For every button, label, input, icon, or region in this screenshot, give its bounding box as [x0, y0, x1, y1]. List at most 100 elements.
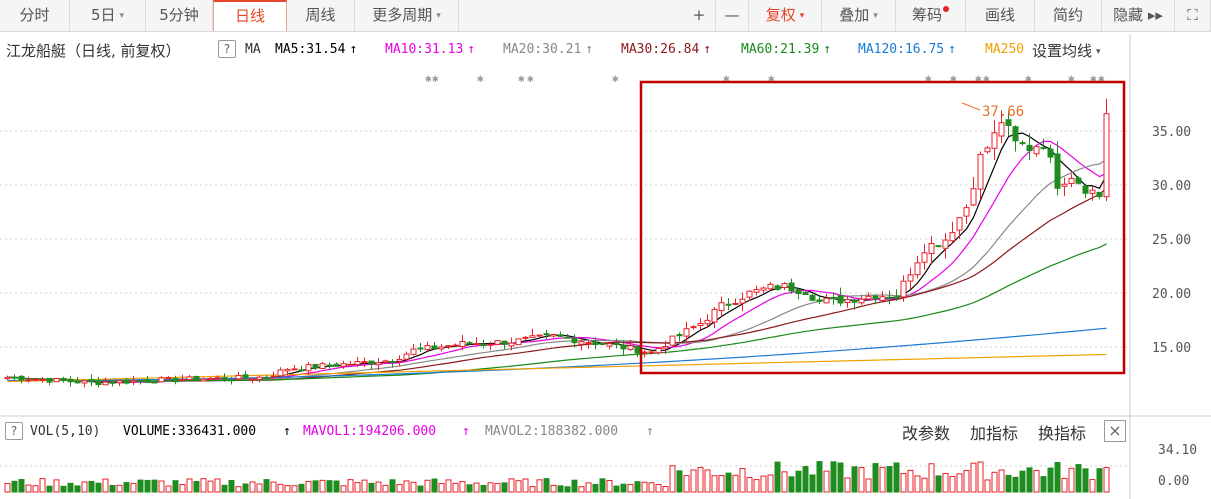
volume-bar-up [914, 475, 921, 493]
arrow-up-icon: ↑ [646, 424, 654, 439]
volume-bar-down [816, 461, 823, 493]
candle-up [459, 341, 466, 347]
event-marker-icon: ✱ [1098, 72, 1105, 85]
event-marker-icon: ✱ [425, 72, 432, 85]
candle-down [1026, 144, 1033, 152]
price-tick-label: 20.00 [1152, 287, 1191, 302]
volume-bar-up [249, 481, 256, 493]
overlay-button[interactable]: 叠加 ▾ [822, 0, 896, 31]
volume-bar-down [109, 484, 116, 493]
event-marker-icon: ✱ [925, 72, 932, 85]
candle-down [893, 296, 900, 299]
switch-indicator-button[interactable]: 换指标 [1038, 424, 1087, 443]
candle-up [354, 361, 361, 366]
volume-bar-up [256, 483, 263, 493]
volume-bar-down [1005, 474, 1012, 493]
draw-line-button[interactable]: 画线 [966, 0, 1035, 31]
ma-item: MA20:30.21 ↑ [503, 42, 593, 57]
volume-bar-up [81, 481, 88, 493]
toolbar: 分时 5日 ▾ 5分钟 日线 周线 更多周期 ▾ + — 复权 ▾ 叠加 ▾ 筹码 画线 简约 隐藏 ▸▸ ⛶ [0, 0, 1211, 32]
change-params-button[interactable]: 改参数 [902, 424, 951, 443]
five-day-button[interactable]: 5日 ▾ [70, 0, 146, 31]
candle-up [977, 153, 984, 190]
candle-up [130, 380, 137, 383]
zoom-out-button[interactable]: — [716, 0, 749, 31]
volume-bar-up [305, 480, 312, 493]
volume-bar-up [956, 473, 963, 493]
candle-up [32, 378, 39, 381]
event-marker-icon: ✱ [612, 72, 619, 85]
adjust-rights-button[interactable]: 复权 ▾ [749, 0, 822, 31]
time-share-button[interactable]: 分时 [0, 0, 70, 31]
more-periods-button[interactable]: 更多周期 ▾ [355, 0, 459, 31]
candle-up [424, 344, 431, 350]
volume-bar-down [592, 483, 599, 493]
mavol1-value: MAVOL1:194206.000 [303, 424, 437, 439]
volume-bar-down [893, 462, 900, 493]
zoom-in-button[interactable]: + [683, 0, 716, 31]
candle-up [1089, 189, 1096, 194]
chevron-down-icon: ▾ [799, 11, 805, 21]
volume-bar-down [872, 463, 879, 493]
candle-down [312, 363, 319, 369]
candle-down [431, 345, 438, 350]
candle-down [1082, 185, 1089, 194]
candle-up [627, 345, 634, 350]
volume-bar-down [298, 483, 305, 493]
candle-up [844, 299, 851, 304]
event-marker-icon: ✱ [527, 72, 534, 85]
candle-up [200, 378, 207, 382]
volume-bar-up [858, 466, 865, 493]
volume-bar-down [480, 484, 487, 493]
add-indicator-button[interactable]: 加指标 [970, 424, 1019, 443]
volume-bar-up [718, 474, 725, 493]
event-marker-icon: ✱ [768, 72, 775, 85]
close-icon[interactable]: × [1104, 420, 1126, 442]
help-icon[interactable]: ? [218, 40, 236, 58]
volume-bar-up [522, 478, 529, 493]
event-marker-icon: ✱ [477, 72, 484, 85]
candle-up [928, 242, 935, 254]
five-minute-button[interactable]: 5分钟 [146, 0, 213, 31]
candle-up [697, 322, 704, 327]
price-tick-label: 15.00 [1152, 341, 1191, 356]
ma60-line [7, 243, 1107, 382]
volume-bar-down [123, 482, 130, 493]
volume-bar-down [144, 479, 151, 493]
time-share-label: 分时 [19, 6, 50, 24]
candle-up [781, 283, 788, 289]
hide-panel-button[interactable]: 隐藏 ▸▸ [1102, 0, 1175, 31]
volume-bar-up [781, 471, 788, 493]
volume-bar-up [1061, 477, 1068, 493]
volume-bar-up [207, 480, 214, 493]
candle-up [361, 361, 368, 364]
set-ma-button[interactable]: 设置均线 ▾ [1030, 40, 1101, 61]
candle-down [1096, 191, 1103, 198]
volume-bar-down [1019, 470, 1026, 493]
ma5-line [7, 132, 1108, 384]
volume-bar-up [158, 480, 165, 493]
volume-bar-down [788, 476, 795, 493]
chips-button[interactable]: 筹码 [896, 0, 966, 31]
adjust-rights-label: 复权 [765, 6, 796, 24]
volume-bar-up [767, 474, 774, 493]
candle-up [1068, 177, 1075, 184]
simple-mode-button[interactable]: 简约 [1035, 0, 1102, 31]
candle-up [375, 362, 382, 366]
candle-up [963, 207, 970, 217]
alert-dot-icon [943, 6, 949, 12]
volume-bar-up [550, 484, 557, 493]
volume-bar-up [907, 469, 914, 493]
candle-up [487, 343, 494, 346]
weekly-button[interactable]: 周线 [287, 0, 355, 31]
candle-down [543, 333, 550, 336]
daily-button[interactable]: 日线 [213, 0, 287, 31]
candle-down [172, 378, 179, 383]
candle-up [718, 302, 725, 312]
volume-info-bar: ? VOL(5,10) VOLUME:336431.000 ↑ MAVOL1:1… [0, 419, 1211, 443]
candle-down [417, 347, 424, 350]
volume-help-icon[interactable]: ? [5, 422, 23, 440]
candle-down [74, 380, 81, 384]
candle-up [704, 319, 711, 325]
